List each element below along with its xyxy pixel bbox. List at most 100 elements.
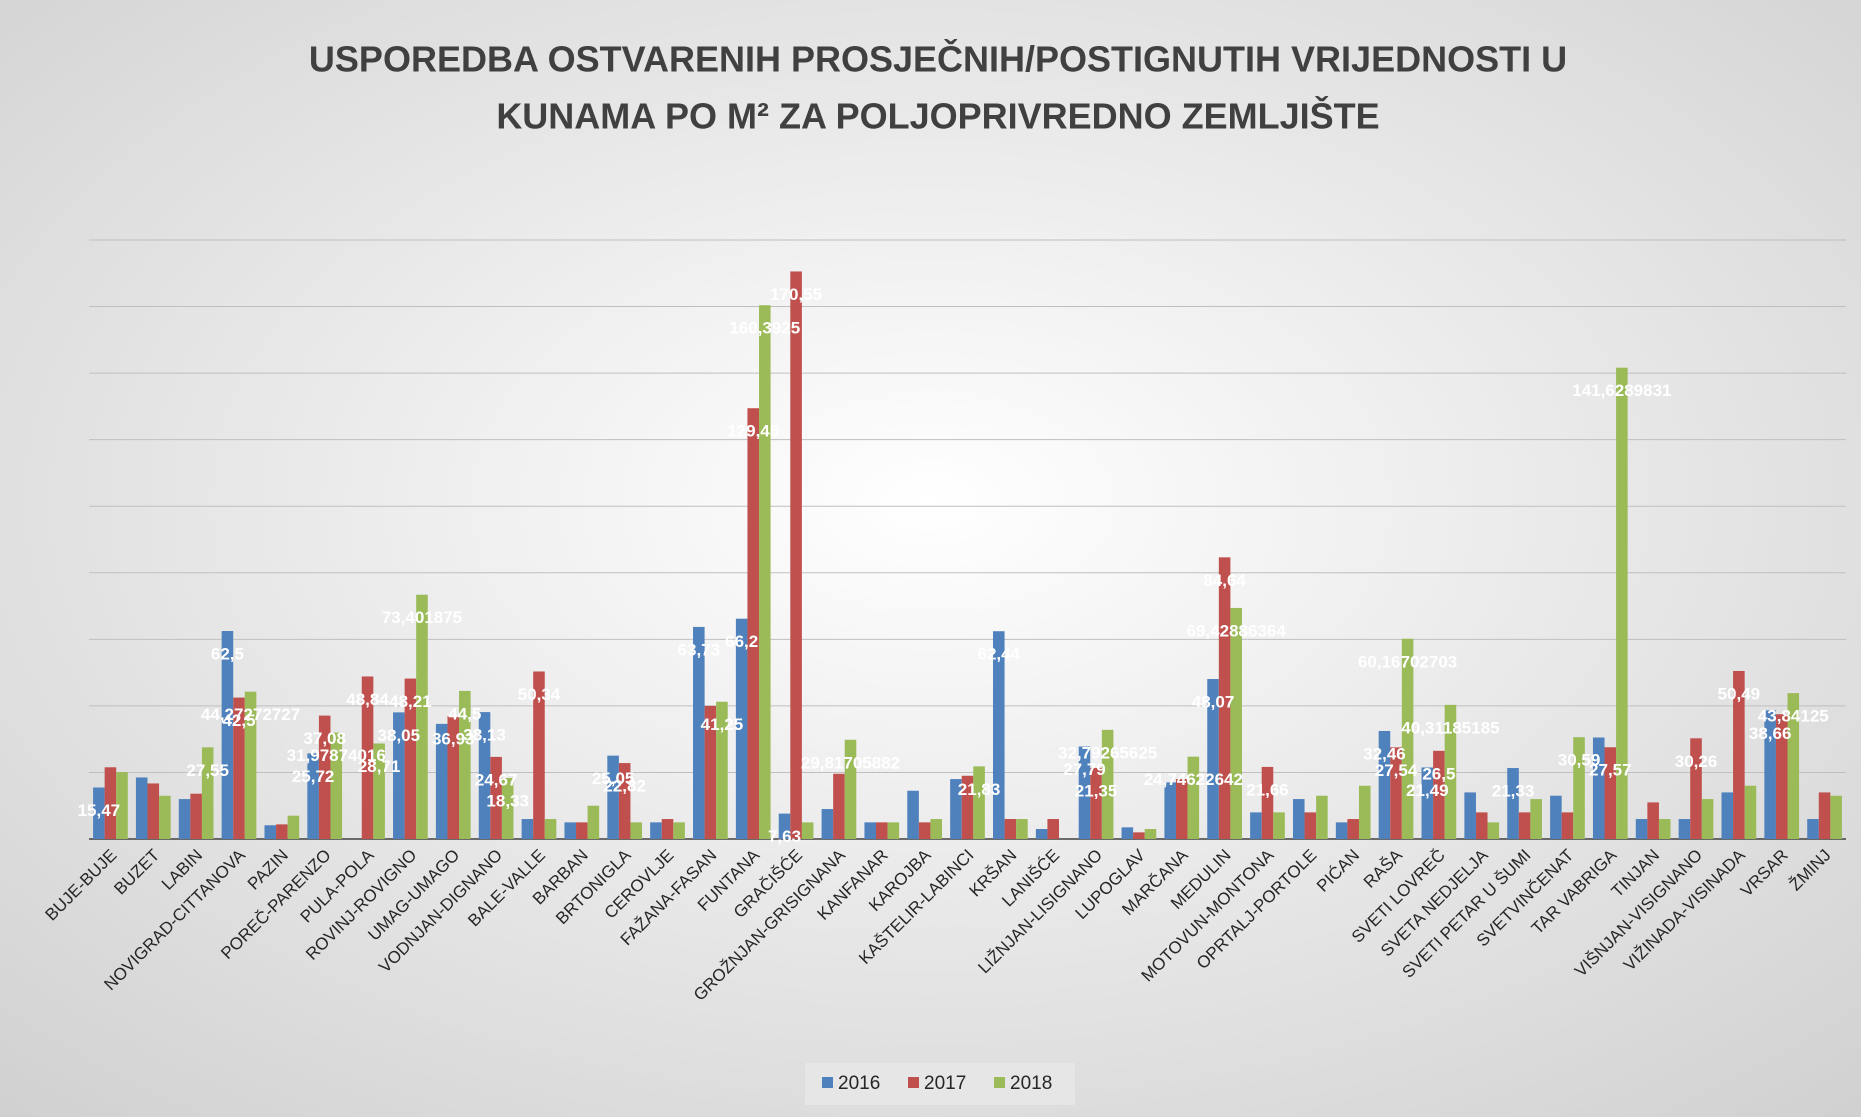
data-label: 26,5 (1422, 764, 1455, 783)
bar (178, 799, 191, 839)
data-label: 21,35 (1075, 781, 1118, 800)
bar (1775, 714, 1788, 839)
bar (221, 631, 234, 839)
bar (1004, 819, 1017, 839)
bar (93, 787, 105, 839)
bar (833, 773, 845, 839)
data-label: 31,97874016 (287, 746, 386, 765)
data-label: 50,49 (1718, 684, 1761, 703)
bar (918, 822, 931, 839)
bar (1701, 799, 1714, 839)
bar (1047, 819, 1059, 839)
bar (1390, 747, 1402, 839)
bar (287, 815, 300, 839)
data-label: 43,84125 (1758, 707, 1829, 726)
bar (778, 813, 791, 839)
bar (759, 305, 771, 839)
data-label: 38,05 (378, 726, 421, 745)
bar (1133, 832, 1145, 839)
data-label: 18,33 (486, 791, 529, 810)
legend-label: 2017 (924, 1073, 966, 1094)
data-label: 170,55 (770, 285, 822, 304)
data-label: 27,55 (186, 761, 229, 780)
bar (607, 755, 619, 839)
bar (147, 783, 160, 839)
bar (1733, 670, 1745, 839)
bar (1487, 822, 1500, 839)
bar (1090, 767, 1102, 839)
bar (1358, 785, 1371, 839)
bar (1187, 756, 1200, 839)
bar (930, 819, 943, 839)
bar (801, 822, 814, 839)
bar (887, 822, 900, 839)
bar (330, 732, 343, 839)
bar (1573, 737, 1585, 839)
data-label: 21,83 (958, 780, 1001, 799)
bar (1721, 792, 1734, 839)
bar (1433, 750, 1445, 839)
bar (673, 822, 685, 839)
bar (244, 691, 257, 839)
data-label: 160,3925 (729, 319, 800, 338)
bar (790, 271, 802, 839)
bar (961, 775, 974, 839)
bar (190, 793, 202, 839)
bar (1561, 812, 1574, 839)
data-label: 32,46 (1363, 744, 1406, 763)
bar (1273, 812, 1285, 839)
legend-label: 2018 (1010, 1073, 1052, 1094)
bar (821, 809, 834, 839)
data-label: 42,5 (222, 711, 255, 730)
bar (876, 822, 888, 839)
data-label: 62,44 (978, 645, 1021, 664)
bar (1830, 795, 1842, 839)
bar (735, 618, 748, 839)
bar (1304, 812, 1317, 839)
data-label: 129,45 (727, 422, 779, 441)
bar (1101, 729, 1114, 839)
bar (501, 778, 514, 839)
bar (1444, 704, 1457, 839)
data-label: 48,84 (346, 690, 389, 709)
bar (373, 743, 385, 839)
bar (1016, 819, 1028, 839)
bar (618, 763, 631, 839)
legend-swatch (908, 1077, 919, 1088)
data-label: 15,47 (78, 801, 121, 820)
bar (1744, 785, 1757, 839)
bar (533, 671, 545, 839)
data-label: 40,31185185 (1401, 718, 1499, 737)
bar (564, 822, 577, 839)
data-label: 29,81705882 (801, 753, 900, 772)
data-label: 50,34 (518, 685, 561, 704)
bar (661, 819, 674, 839)
data-label: 38,66 (1749, 724, 1792, 743)
bar (1764, 710, 1776, 839)
bar (1401, 638, 1414, 839)
data-label: 44,27272727 (201, 705, 300, 724)
bar (361, 676, 374, 839)
data-label: 62,5 (211, 644, 244, 663)
legend-swatch (822, 1077, 833, 1088)
bar (1421, 767, 1434, 839)
data-label: 7,63 (768, 827, 801, 846)
bar (201, 747, 214, 839)
bar (447, 716, 460, 839)
bar (104, 767, 117, 839)
bar (1818, 792, 1831, 839)
bar (704, 705, 717, 839)
data-label: 24,74622642 (1144, 770, 1243, 789)
data-label: 69,42886364 (1187, 621, 1287, 640)
bar (1658, 819, 1671, 839)
data-label: 63,73 (678, 640, 721, 659)
bar (630, 822, 643, 839)
data-label: 36,93 (432, 730, 475, 749)
legend-label: 2016 (838, 1073, 880, 1094)
bar (404, 678, 417, 839)
bar (1550, 795, 1562, 839)
bar (844, 739, 857, 839)
bar (1261, 766, 1274, 839)
